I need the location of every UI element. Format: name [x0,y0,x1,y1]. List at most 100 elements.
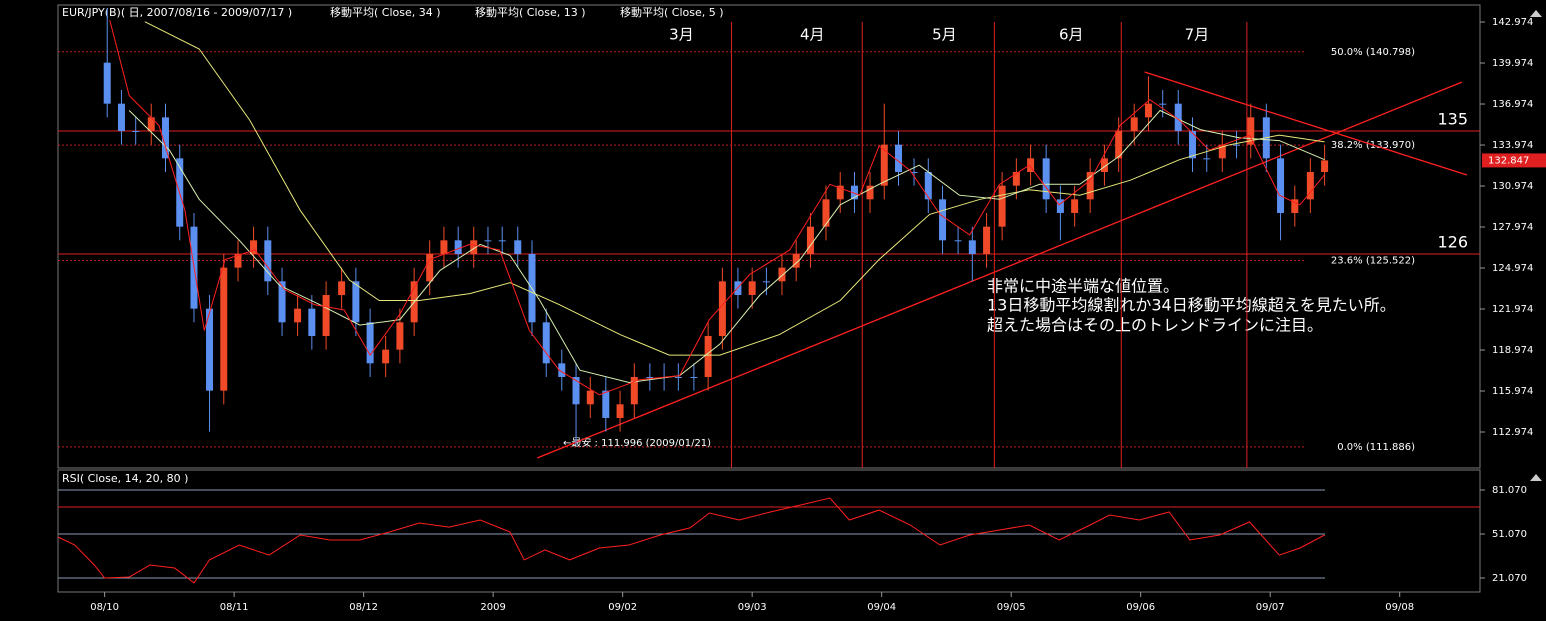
month-label: 7月 [1185,26,1210,44]
legend-entry: 移動平均( Close, 5 ) [620,5,724,19]
candle-body [117,103,125,131]
y-tick-label: 127.974 [1492,222,1533,233]
trend-line [1144,71,1468,176]
x-tick-label: 09/03 [738,602,767,613]
candle-body [147,117,155,131]
scroll-arrow[interactable] [1530,10,1542,17]
candle-body [895,144,903,172]
candle-body [939,199,947,241]
x-tick-label: 09/02 [608,602,637,613]
candle-body [1115,130,1123,159]
candle-body [470,240,478,254]
y-tick-label: 118.974 [1492,345,1533,356]
candle-body [880,144,888,186]
candle-body [1130,117,1138,131]
candle-body [396,322,404,350]
candle-body [1203,158,1211,160]
candle-body [1277,158,1285,213]
candle-body [1012,171,1020,186]
candle-body [440,240,448,254]
chart-title: EUR/JPY(B)( 日, 2007/08/16 - 2009/07/17 ) [62,6,292,19]
level-label: 135 [1437,109,1468,128]
month-label: 3月 [669,26,694,44]
candle-body [792,253,800,268]
x-tick-label: 09/08 [1385,602,1414,613]
low-note: ←最安 : 111.996 (2009/01/21) [563,436,711,449]
candle-body [998,185,1006,227]
scroll-arrow[interactable] [1530,474,1542,481]
x-tick-label: 09/07 [1256,602,1285,613]
candle-body [836,185,844,200]
candle-body [630,376,638,405]
y-tick-label: 81.070 [1492,485,1527,496]
ma-line [144,21,1325,356]
candle-body [454,240,462,254]
y-tick-label: 130.974 [1492,181,1533,192]
candle-body [968,240,976,254]
candle-body [1233,144,1241,146]
candle-body [484,240,492,242]
x-tick-label: 08/10 [90,602,119,613]
candle-body [910,171,918,173]
y-tick-label: 21.070 [1492,573,1527,584]
candle-body [103,62,111,104]
candle-body [572,376,580,405]
month-label: 6月 [1059,26,1084,44]
candle-body [264,240,272,282]
candle-body [690,376,698,378]
candle-body [220,267,228,391]
ma-line [109,20,1325,396]
y-tick-label: 142.974 [1492,17,1533,28]
candle-body [1159,103,1167,105]
candle-body [850,185,858,200]
candle-body [1306,171,1314,200]
candle-body [1100,158,1108,172]
note-line: 非常に中途半端な値位置。 [987,277,1179,296]
candle-body [1042,158,1050,200]
x-tick-label: 08/12 [349,602,378,613]
candle-body [983,226,991,254]
candle-body [866,185,874,200]
candle-body [382,349,390,364]
candle-body [1174,103,1182,131]
y-tick-label: 121.974 [1492,304,1533,315]
candle-body [1218,144,1226,159]
month-label: 4月 [800,26,825,44]
level-label: 126 [1437,232,1468,251]
x-tick-label: 2009 [480,602,505,613]
trend-line [536,81,1463,459]
y-tick-label: 133.974 [1492,140,1533,151]
y-tick-label: 115.974 [1492,386,1533,397]
candle-body [602,390,610,418]
last-price-label: 132.847 [1488,155,1529,166]
candle-body [748,281,756,295]
candle-body [718,281,726,336]
fib-label: 0.0% (111.886) [1337,442,1415,453]
candle-body [338,281,346,295]
candle-body [542,322,550,364]
candle-body [822,199,830,227]
candle-body [366,322,374,364]
candle-body [1144,103,1152,118]
y-tick-label: 51.070 [1492,529,1527,540]
y-tick-label: 139.974 [1492,58,1533,69]
note-line: 超えた場合はその上のトレンドラインに注目。 [987,316,1323,335]
candle-body [954,240,962,242]
candle-body [558,363,566,377]
ma-line [128,109,1325,384]
candle-body [234,253,242,268]
candle-body [778,267,786,282]
x-tick-label: 09/04 [867,602,896,613]
candle-body [250,240,258,254]
candle-body [646,376,654,378]
candle-body [308,308,316,336]
candle-body [206,308,214,391]
fib-label: 50.0% (140.798) [1331,47,1415,58]
y-tick-label: 112.974 [1492,427,1533,438]
x-tick-label: 09/06 [1126,602,1155,613]
price-frame [57,4,1481,469]
candle-body [1071,199,1079,213]
candle-body [322,294,330,336]
y-tick-label: 136.974 [1492,99,1533,110]
